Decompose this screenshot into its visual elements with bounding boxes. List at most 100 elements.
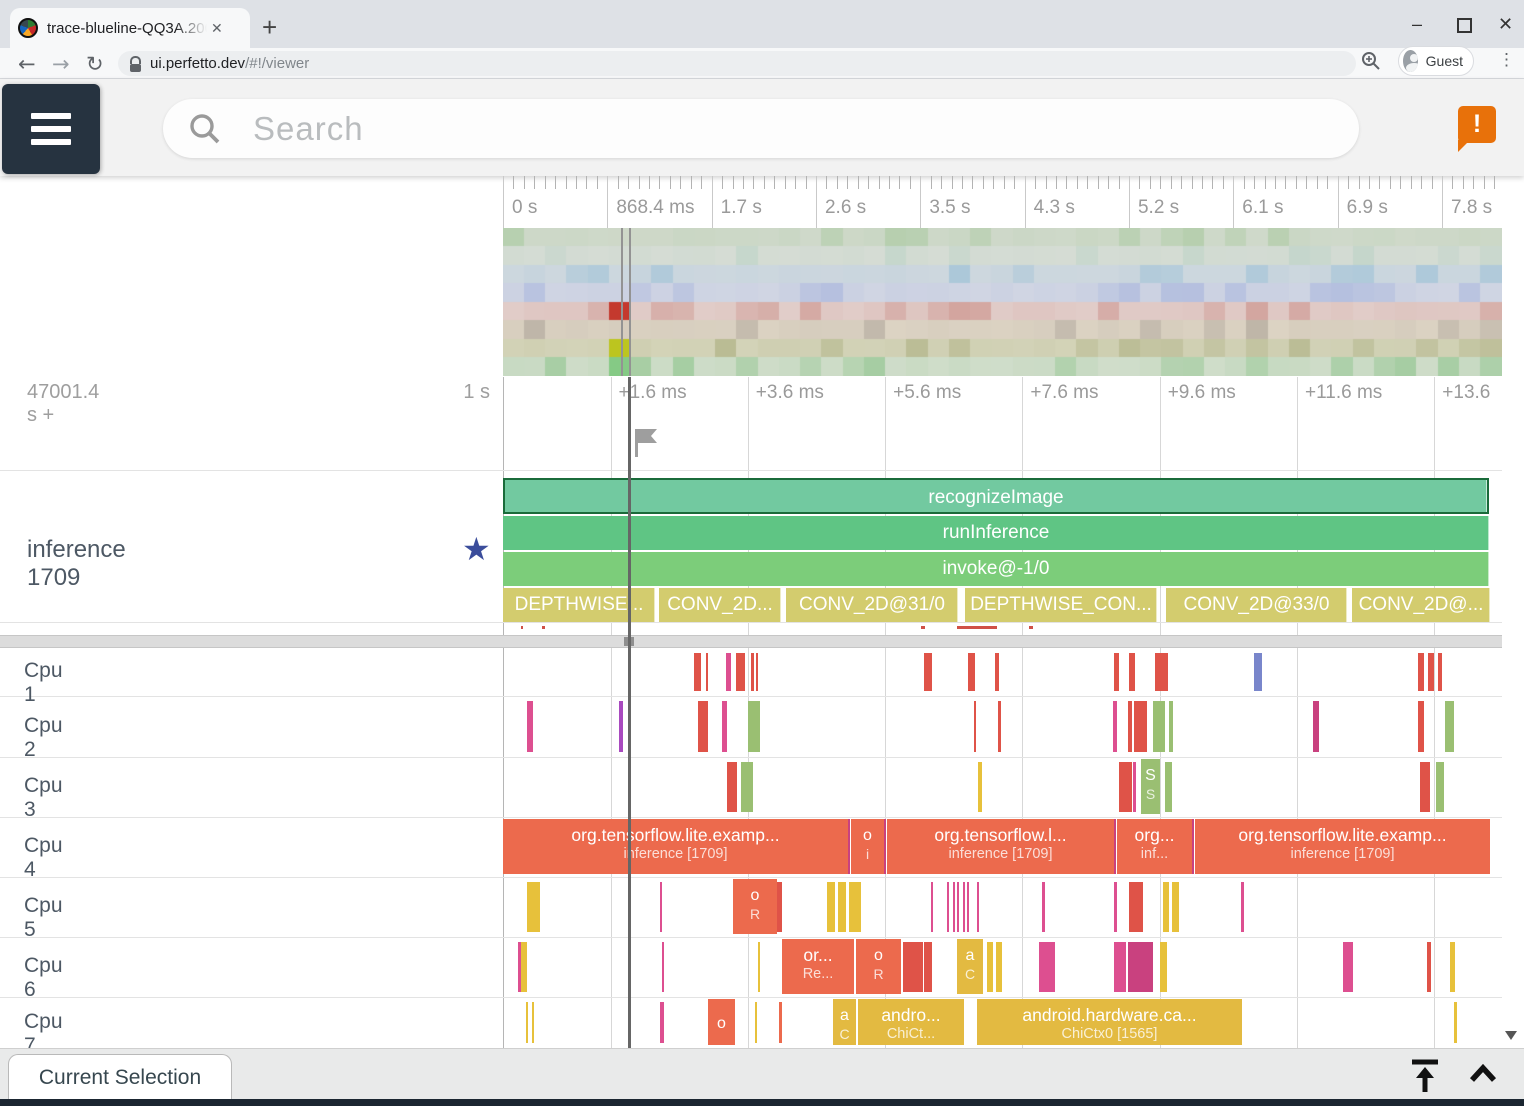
cpu-slice[interactable] bbox=[827, 882, 835, 932]
cpu-slice[interactable] bbox=[722, 701, 727, 752]
cpu-slice[interactable] bbox=[1134, 701, 1147, 752]
slice-conv-2d-[interactable]: CONV_2D@... bbox=[1352, 588, 1490, 622]
cpu-slice[interactable] bbox=[957, 882, 959, 932]
cpu-slice[interactable] bbox=[978, 762, 982, 812]
minimap-selection-handle[interactable] bbox=[629, 228, 631, 376]
flag-marker-icon[interactable] bbox=[633, 426, 659, 463]
cpu-slice[interactable] bbox=[748, 701, 760, 752]
cpu-slice[interactable] bbox=[1114, 819, 1116, 874]
slice-depthwise-[interactable]: DEPTHWISE... bbox=[503, 588, 655, 622]
cpu-slice[interactable] bbox=[1153, 701, 1165, 752]
slice-runinference[interactable]: runInference bbox=[503, 516, 1489, 550]
cpu-slice[interactable] bbox=[694, 653, 701, 691]
cpu-slice[interactable] bbox=[526, 1002, 528, 1043]
cpu-slice[interactable] bbox=[977, 882, 979, 932]
cpu-slice[interactable] bbox=[1119, 762, 1132, 812]
profile-button[interactable]: Guest bbox=[1398, 46, 1474, 76]
cpu-slice[interactable] bbox=[884, 819, 886, 874]
cpu-slice[interactable] bbox=[963, 882, 965, 932]
collapse-panel-icon[interactable] bbox=[1468, 1063, 1498, 1090]
window-minimize-button[interactable]: – bbox=[1412, 14, 1423, 34]
cpu-slice[interactable] bbox=[974, 701, 976, 752]
cpu-slice[interactable]: android.hardware.ca... ChiCtx0 [1565] bbox=[977, 999, 1242, 1045]
cpu-slice[interactable] bbox=[1155, 653, 1168, 691]
cpu-slice[interactable] bbox=[1169, 701, 1173, 752]
cpu-slice[interactable] bbox=[1436, 762, 1444, 812]
cpu-slice[interactable] bbox=[706, 653, 708, 691]
search-input[interactable]: Search bbox=[163, 99, 1359, 158]
cpu-slice[interactable] bbox=[1450, 942, 1455, 992]
cpu-slice[interactable] bbox=[1313, 701, 1319, 752]
cpu-slice[interactable] bbox=[1343, 942, 1353, 992]
cpu-slice[interactable] bbox=[741, 762, 753, 812]
cpu-slice[interactable] bbox=[996, 942, 1002, 992]
cpu-slice[interactable] bbox=[1128, 701, 1132, 752]
cpu-slice[interactable] bbox=[758, 942, 760, 992]
browser-menu-button[interactable]: ⋮ bbox=[1498, 50, 1515, 69]
url-bar[interactable]: ui.perfetto.dev/#!/viewer bbox=[118, 51, 1356, 76]
cpu-slice[interactable] bbox=[953, 882, 955, 932]
cpu-slice[interactable] bbox=[755, 1002, 757, 1043]
cpu-slice[interactable]: or... Re... bbox=[782, 939, 854, 994]
cpu-slice[interactable] bbox=[947, 882, 949, 932]
cpu-slice[interactable] bbox=[987, 942, 993, 992]
cpu-slice[interactable] bbox=[1428, 653, 1434, 691]
cpu-slice[interactable] bbox=[527, 882, 540, 932]
cpu-slice[interactable] bbox=[1241, 882, 1244, 932]
slice-invoke-1-0[interactable]: invoke@-1/0 bbox=[503, 552, 1489, 586]
cpu-slice[interactable] bbox=[777, 882, 782, 932]
cpu-slice[interactable]: o bbox=[708, 999, 735, 1045]
cpu-slice[interactable] bbox=[1427, 942, 1431, 992]
cpu-slice[interactable] bbox=[1254, 653, 1262, 691]
cpu-slice[interactable]: org... inf... bbox=[1117, 819, 1192, 874]
cpu-slice[interactable] bbox=[931, 882, 933, 932]
track-group-separator[interactable] bbox=[0, 635, 1502, 648]
cpu-slice[interactable] bbox=[1042, 882, 1045, 932]
slice-conv-2d-[interactable]: CONV_2D... bbox=[659, 588, 781, 622]
window-close-button[interactable]: ✕ bbox=[1498, 14, 1514, 34]
cpu-slice[interactable] bbox=[1172, 882, 1179, 932]
cpu-slice[interactable]: org.tensorflow.l... inference [1709] bbox=[887, 819, 1114, 874]
cpu-slice[interactable]: org.tensorflow.lite.examp... inference [1… bbox=[1195, 819, 1490, 874]
cpu-slice[interactable] bbox=[1418, 701, 1424, 752]
cpu-slice[interactable] bbox=[1438, 653, 1442, 691]
minimap-selection-handle[interactable] bbox=[621, 228, 623, 376]
cpu-slice[interactable] bbox=[1420, 762, 1430, 812]
cpu-slice[interactable] bbox=[1454, 1002, 1457, 1043]
cpu-slice[interactable] bbox=[848, 819, 850, 874]
cpu-slice[interactable] bbox=[1192, 819, 1194, 874]
cpu-slice[interactable] bbox=[751, 653, 754, 691]
cpu-slice[interactable] bbox=[727, 762, 737, 812]
cpu-slice[interactable] bbox=[903, 942, 923, 992]
cpu-slice[interactable] bbox=[1039, 942, 1055, 992]
pin-star-icon[interactable]: ★ bbox=[462, 531, 491, 567]
cpu-slice[interactable] bbox=[532, 1002, 534, 1043]
cpu-slice[interactable] bbox=[1114, 882, 1117, 932]
cpu-slice[interactable] bbox=[521, 942, 527, 992]
cpu-slice[interactable] bbox=[924, 942, 932, 992]
cpu-slice[interactable] bbox=[995, 653, 999, 691]
cpu-slice[interactable] bbox=[1163, 882, 1169, 932]
sidebar-menu-button[interactable] bbox=[2, 84, 100, 174]
cpu-slice[interactable] bbox=[1114, 653, 1119, 691]
cpu-slice[interactable] bbox=[967, 882, 969, 932]
cpu-slice[interactable]: andro... ChiCt... bbox=[858, 999, 964, 1045]
new-tab-button[interactable]: + bbox=[262, 12, 278, 42]
scroll-to-top-icon[interactable] bbox=[1408, 1058, 1442, 1099]
cpu-slice[interactable] bbox=[1129, 882, 1143, 932]
cpu-slice[interactable] bbox=[619, 701, 623, 752]
cpu-slice[interactable] bbox=[1445, 701, 1454, 752]
reload-button[interactable]: ↻ bbox=[86, 52, 104, 76]
cpu-slice[interactable] bbox=[660, 1002, 664, 1043]
slice-conv-2d-33-0[interactable]: CONV_2D@33/0 bbox=[1166, 588, 1347, 622]
cpu-slice[interactable] bbox=[1113, 701, 1117, 752]
cpu-slice[interactable] bbox=[736, 653, 745, 691]
cpu-slice[interactable] bbox=[998, 701, 1001, 752]
slice-recognizeimage[interactable]: recognizeImage bbox=[503, 478, 1489, 514]
zoom-page-icon[interactable] bbox=[1360, 50, 1382, 77]
